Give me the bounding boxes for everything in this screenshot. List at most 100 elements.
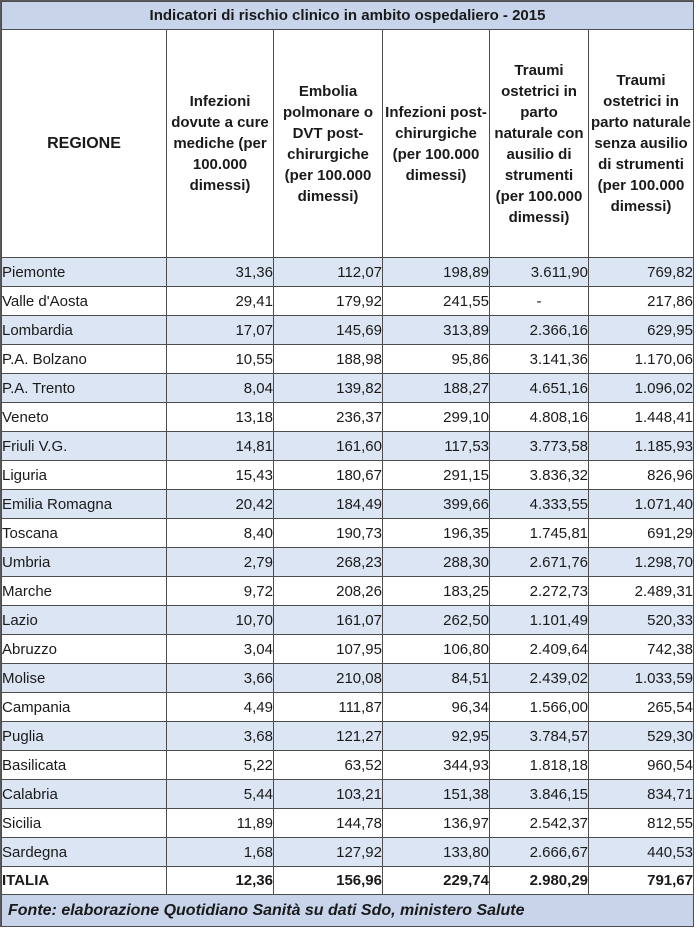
cell-regione: Umbria [1,547,167,577]
cell-total-c1: 12,36 [166,866,274,895]
cell-c3: 288,30 [382,547,490,577]
cell-c5: 2.489,31 [588,576,694,606]
cell-c4: 1.101,49 [489,605,589,635]
cell-c3: 262,50 [382,605,490,635]
cell-c5: 1.185,93 [588,431,694,461]
cell-c5: 265,54 [588,692,694,722]
table-row: Campania 4,49 111,87 96,34 1.566,00 265,54 [1,692,694,722]
cell-c4: 2.409,64 [489,634,589,664]
cell-total-c3: 229,74 [382,866,490,895]
table-row: Friuli V.G. 14,81 161,60 117,53 3.773,58 1.18… [1,431,694,461]
cell-c2: 179,92 [273,286,383,316]
header-traumi-senza-strumenti: Traumi ostetrici in parto naturale senza… [588,29,694,258]
table-row: Emilia Romagna 20,42 184,49 399,66 4.333,55 1… [1,489,694,519]
table-row: Basilicata 5,22 63,52 344,93 1.818,18 960,54 [1,750,694,780]
cell-c3: 291,15 [382,460,490,490]
cell-c5: 1.033,59 [588,663,694,693]
cell-c2: 107,95 [273,634,383,664]
cell-regione: Friuli V.G. [1,431,167,461]
cell-c1: 10,55 [166,344,274,374]
cell-c2: 268,23 [273,547,383,577]
table-row: Lombardia 17,07 145,69 313,89 2.366,16 629,95 [1,315,694,345]
cell-c2: 208,26 [273,576,383,606]
cell-regione: Emilia Romagna [1,489,167,519]
cell-c5: 1.170,06 [588,344,694,374]
header-embolia-dvt: Embolia polmonare o DVT post-chirurgiche… [273,29,383,258]
cell-c1: 2,79 [166,547,274,577]
cell-c3: 151,38 [382,779,490,809]
cell-c1: 10,70 [166,605,274,635]
cell-c2: 188,98 [273,344,383,374]
table-row: P.A. Bolzano 10,55 188,98 95,86 3.141,36 1.17… [1,344,694,374]
cell-total-c5: 791,67 [588,866,694,895]
cell-c3: 92,95 [382,721,490,751]
cell-c3: 117,53 [382,431,490,461]
table-row: Molise 3,66 210,08 84,51 2.439,02 1.033,59 [1,663,694,693]
cell-total-c4: 2.980,29 [489,866,589,895]
cell-c2: 145,69 [273,315,383,345]
header-infezioni-post-chirurgiche: Infezioni post-chirurgiche (per 100.000 … [382,29,490,258]
cell-c4: 1.745,81 [489,518,589,548]
cell-c1: 3,68 [166,721,274,751]
table-row: Liguria 15,43 180,67 291,15 3.836,32 826,96 [1,460,694,490]
cell-regione: Abruzzo [1,634,167,664]
cell-c3: 344,93 [382,750,490,780]
cell-c2: 161,07 [273,605,383,635]
table-row: Sicilia 11,89 144,78 136,97 2.542,37 812,55 [1,808,694,838]
cell-c2: 112,07 [273,257,383,287]
cell-c5: 742,38 [588,634,694,664]
table-row: Umbria 2,79 268,23 288,30 2.671,76 1.298,70 [1,547,694,577]
cell-regione: Liguria [1,460,167,490]
table-row: Puglia 3,68 121,27 92,95 3.784,57 529,30 [1,721,694,751]
cell-regione: Campania [1,692,167,722]
cell-c3: 136,97 [382,808,490,838]
cell-c2: 144,78 [273,808,383,838]
cell-c1: 8,40 [166,518,274,548]
cell-c4: 3.141,36 [489,344,589,374]
cell-c5: 529,30 [588,721,694,751]
cell-c1: 1,68 [166,837,274,867]
cell-c5: 440,53 [588,837,694,867]
cell-c5: 1.298,70 [588,547,694,577]
cell-c3: 84,51 [382,663,490,693]
cell-c2: 111,87 [273,692,383,722]
cell-c1: 17,07 [166,315,274,345]
cell-c1: 5,44 [166,779,274,809]
cell-c1: 13,18 [166,402,274,432]
cell-c3: 196,35 [382,518,490,548]
cell-c5: 1.071,40 [588,489,694,519]
cell-c5: 217,86 [588,286,694,316]
total-row: ITALIA 12,36 156,96 229,74 2.980,29 791,67 [1,866,694,895]
cell-c4: 2.272,73 [489,576,589,606]
cell-regione: P.A. Trento [1,373,167,403]
cell-c4: 3.836,32 [489,460,589,490]
cell-c2: 103,21 [273,779,383,809]
cell-regione: Toscana [1,518,167,548]
cell-c2: 180,67 [273,460,383,490]
cell-regione: Sicilia [1,808,167,838]
cell-c2: 236,37 [273,402,383,432]
cell-regione: Basilicata [1,750,167,780]
cell-c1: 31,36 [166,257,274,287]
cell-c3: 133,80 [382,837,490,867]
cell-c1: 4,49 [166,692,274,722]
cell-c1: 3,66 [166,663,274,693]
cell-c1: 15,43 [166,460,274,490]
cell-c1: 11,89 [166,808,274,838]
cell-c1: 9,72 [166,576,274,606]
table-row: Valle d'Aosta 29,41 179,92 241,55-217,86 [1,286,694,316]
cell-c5: 834,71 [588,779,694,809]
cell-c2: 210,08 [273,663,383,693]
cell-regione: Marche [1,576,167,606]
cell-c5: 691,29 [588,518,694,548]
cell-c3: 198,89 [382,257,490,287]
cell-c2: 161,60 [273,431,383,461]
cell-total-c2: 156,96 [273,866,383,895]
cell-regione: Molise [1,663,167,693]
cell-c3: 299,10 [382,402,490,432]
cell-c1: 3,04 [166,634,274,664]
cell-c2: 139,82 [273,373,383,403]
cell-regione: Lombardia [1,315,167,345]
cell-c3: 106,80 [382,634,490,664]
